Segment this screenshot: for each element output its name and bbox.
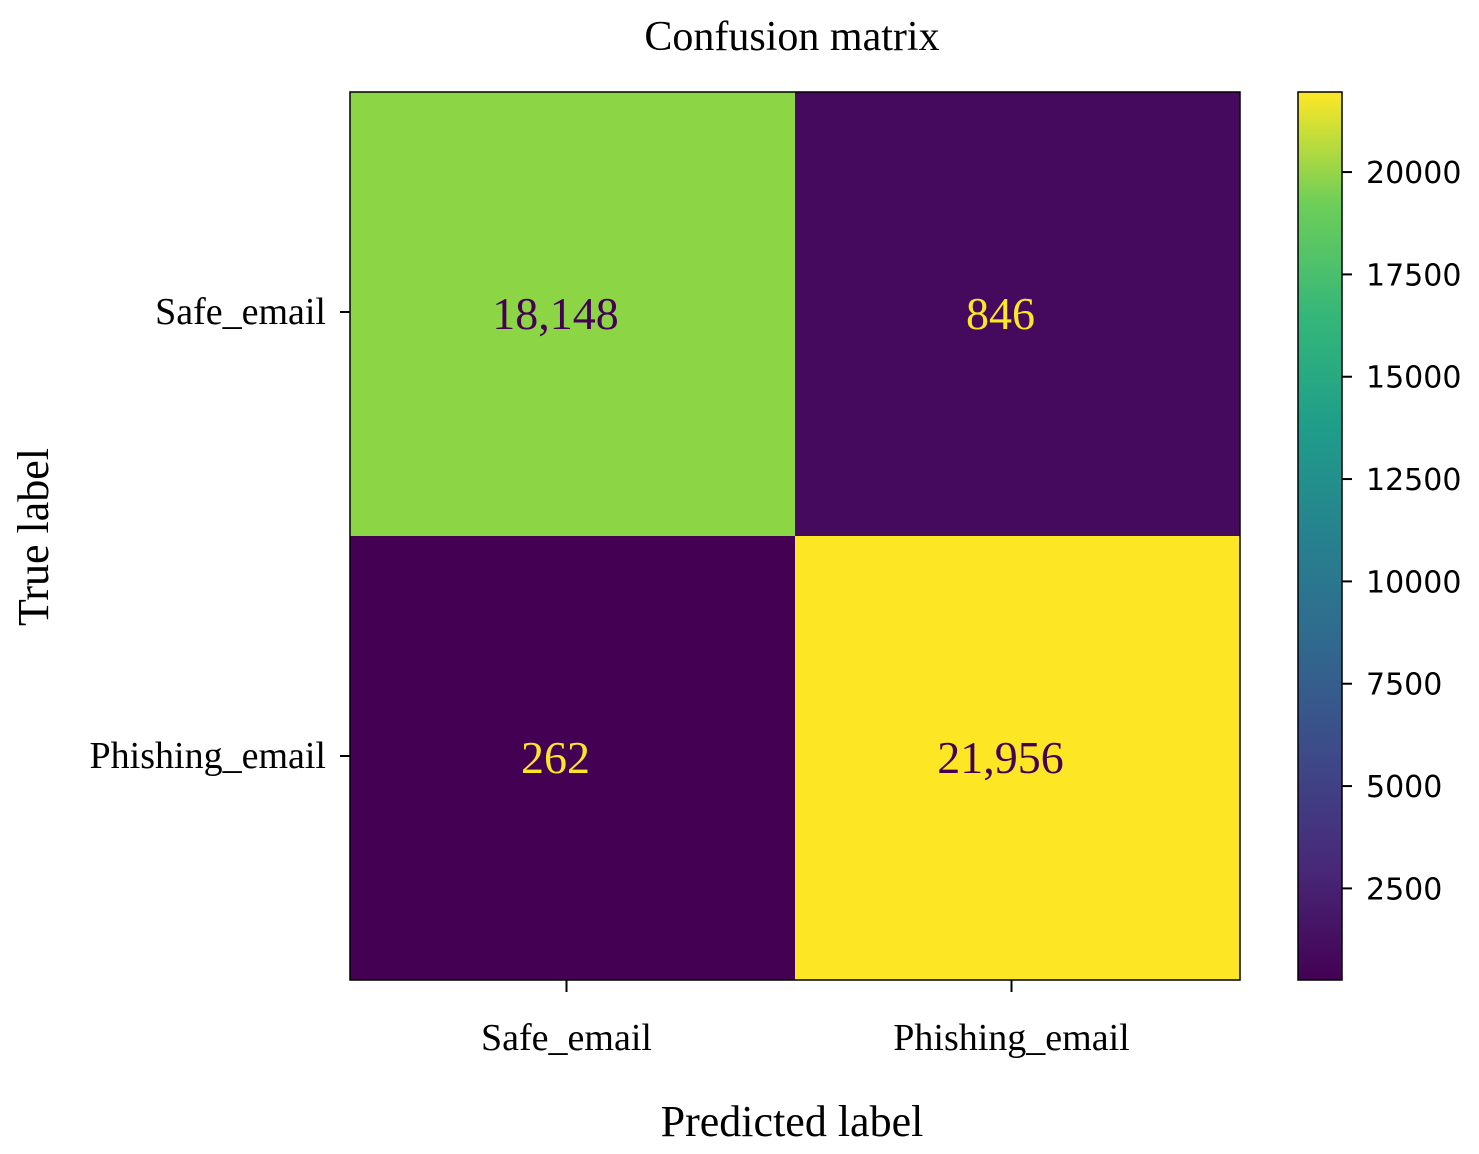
colorbar-tick-label: 17500 <box>1366 258 1461 293</box>
x-axis-ticks: Safe_email Phishing_email <box>481 980 1130 1059</box>
cell-value-label: 18,148 <box>492 288 619 339</box>
colorbar <box>1297 91 1343 981</box>
cell-value-label: 21,956 <box>937 732 1064 783</box>
heatmap-cells: 18,148 846 262 21,956 <box>350 92 1240 980</box>
colorbar-tick-label: 20000 <box>1366 156 1461 191</box>
heatmap-cell <box>795 536 1240 980</box>
y-tick-label: Phishing_email <box>90 735 326 777</box>
cell-value-label: 262 <box>521 732 590 783</box>
colorbar-tick-label: 15000 <box>1366 361 1461 396</box>
x-tick-label: Safe_email <box>481 1017 652 1059</box>
colorbar-tick-label: 5000 <box>1366 770 1442 805</box>
colorbar-tick-label: 7500 <box>1366 668 1442 703</box>
y-axis-label: True label <box>9 448 58 626</box>
y-tick-label: Safe_email <box>155 291 326 333</box>
colorbar-tick-label: 2500 <box>1366 872 1442 907</box>
colorbar-tick-label: 12500 <box>1366 463 1461 498</box>
heatmap-cell <box>350 92 795 536</box>
colorbar-tick-label: 10000 <box>1366 565 1461 600</box>
plot-frame <box>349 91 1241 981</box>
chart-title: Confusion matrix <box>644 14 939 60</box>
y-axis-ticks: Safe_email Phishing_email <box>90 291 350 777</box>
cell-value-label: 846 <box>966 288 1035 339</box>
colorbar-ticks: 2500 5000 7500 10000 12500 15000 17500 20000 <box>1342 156 1461 907</box>
x-tick-label: Phishing_email <box>893 1017 1129 1059</box>
x-axis-label: Predicted label <box>661 1097 924 1146</box>
heatmap-cell <box>795 92 1240 536</box>
heatmap-cell <box>350 536 795 980</box>
